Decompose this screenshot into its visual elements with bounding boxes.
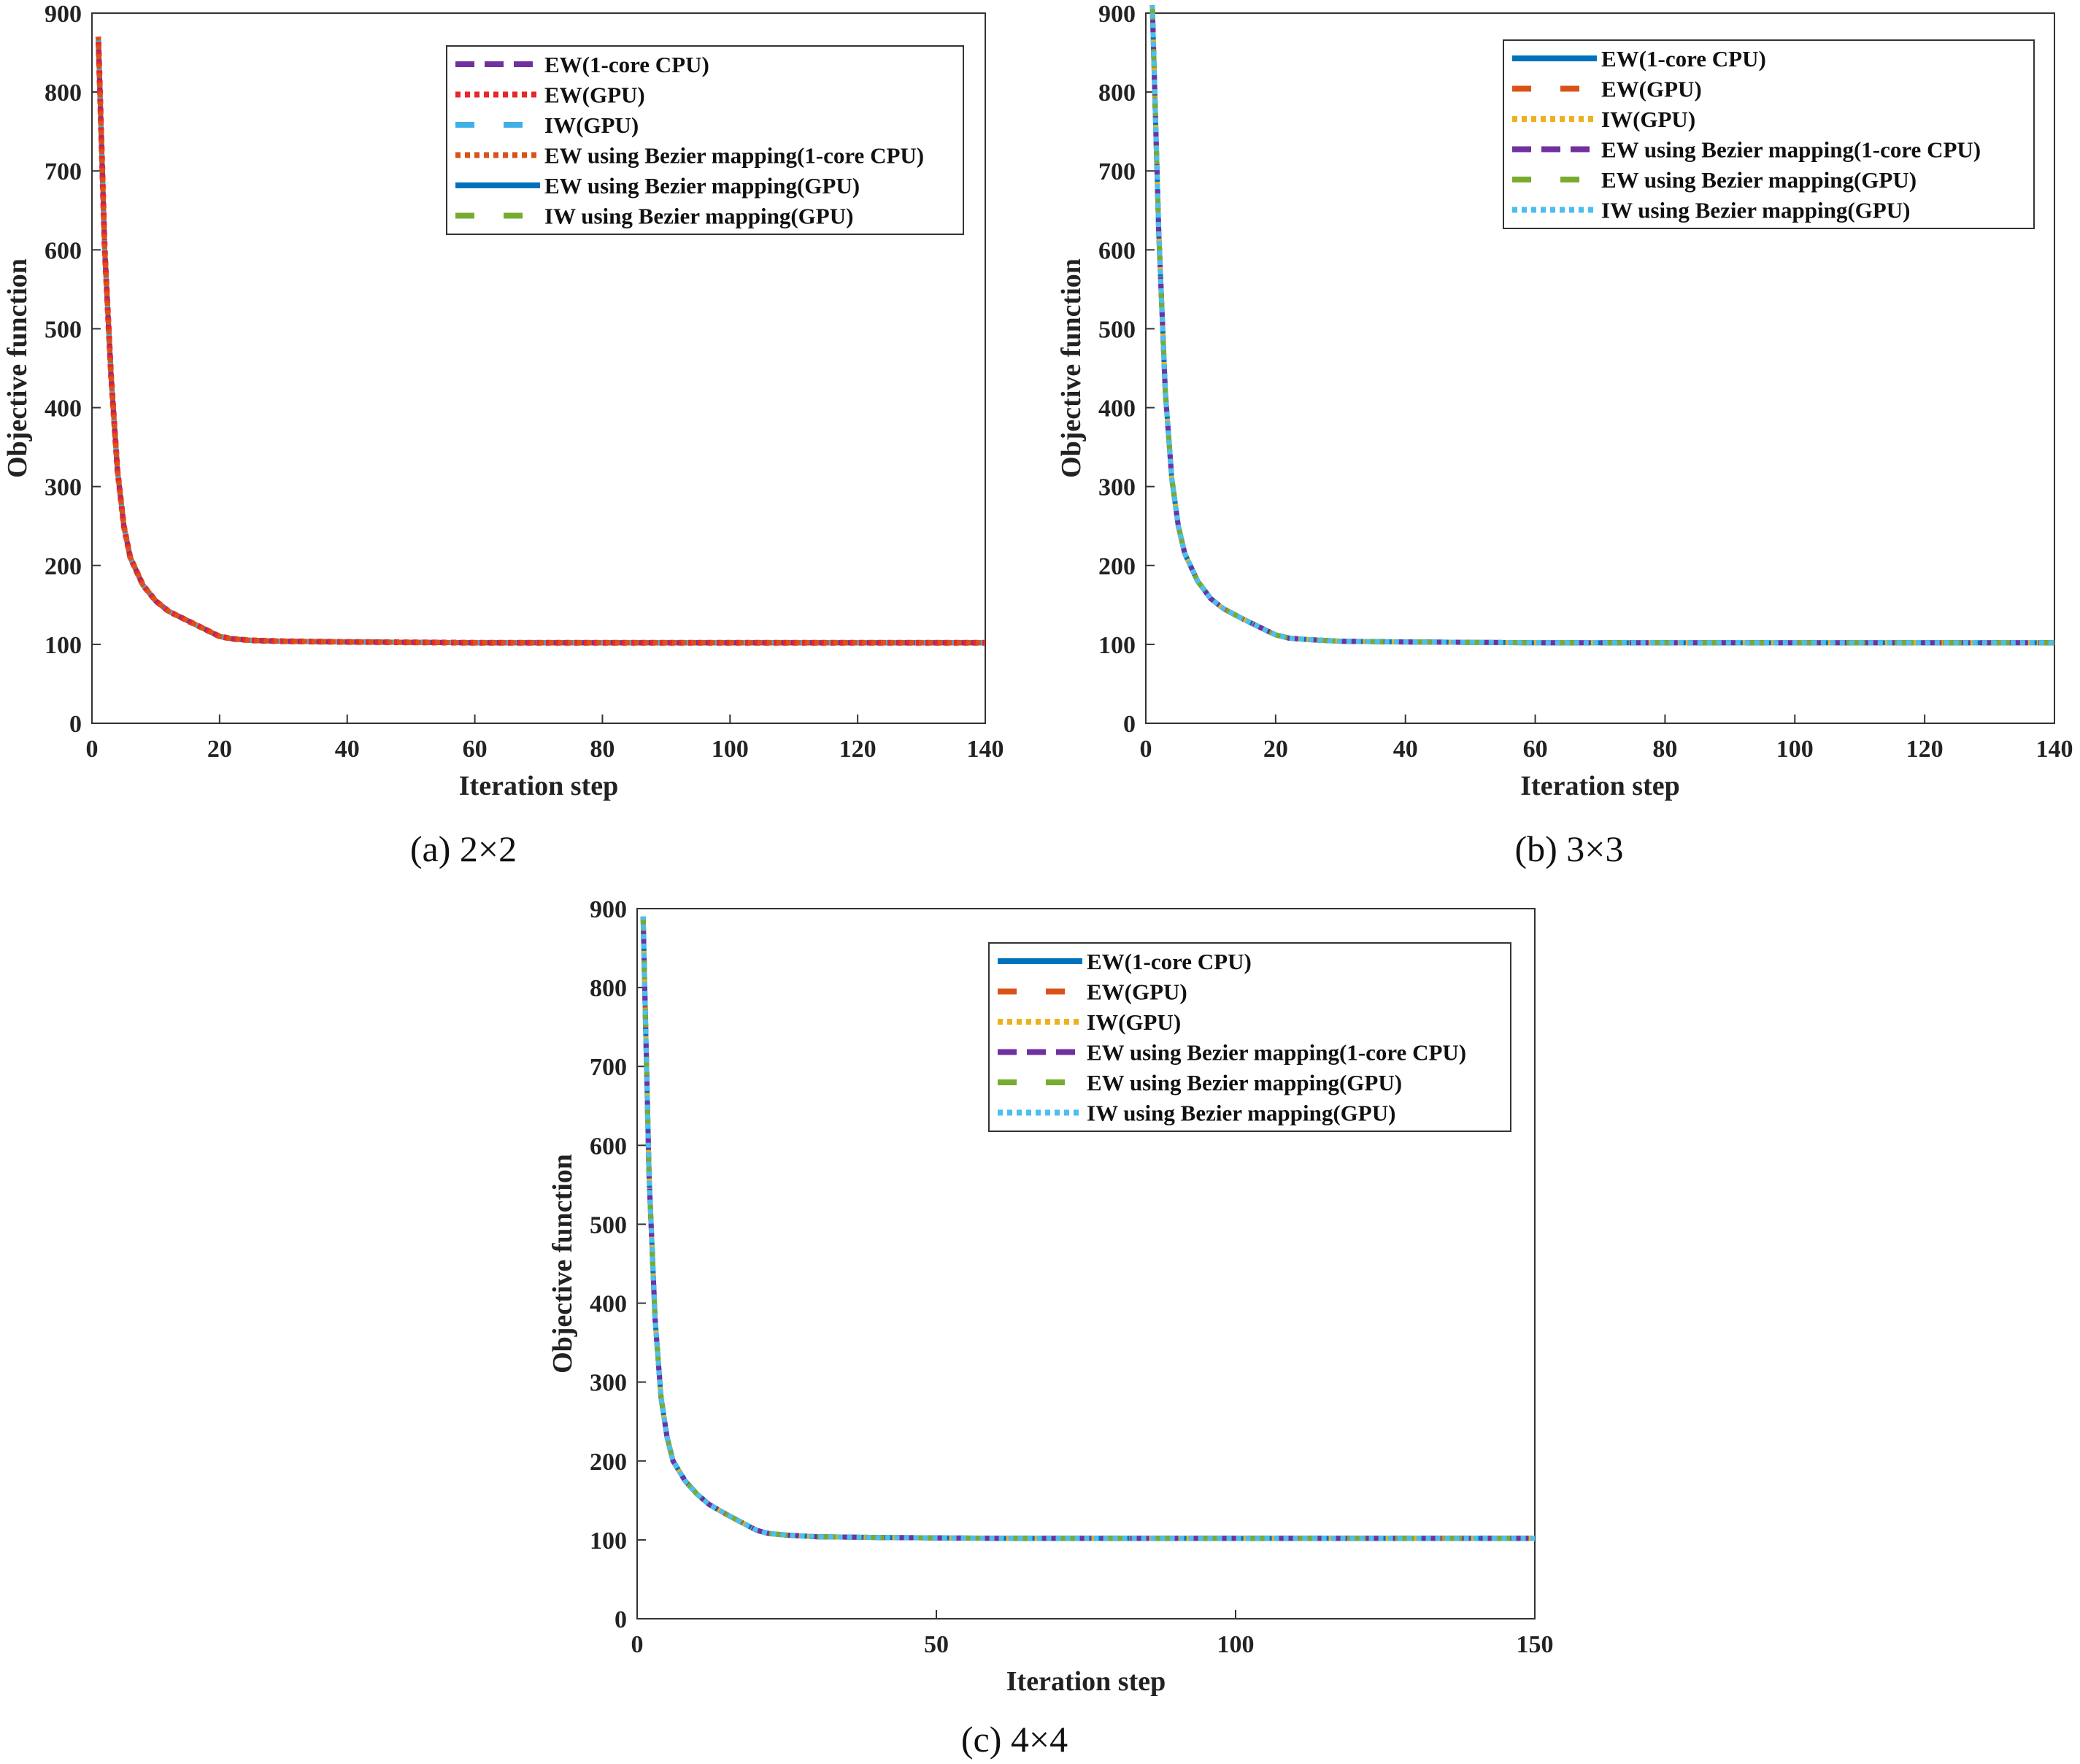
- y-tick-label: 400: [45, 396, 82, 423]
- legend-entry-1: EW(1-core CPU): [544, 52, 709, 77]
- y-tick-label: 900: [1098, 1, 1136, 28]
- legend-entry-5: EW using Bezier mapping(GPU): [1601, 167, 1917, 193]
- y-tick-label: 200: [45, 553, 82, 580]
- legend-box: [446, 45, 964, 235]
- y-tick-label: 100: [45, 632, 82, 659]
- chart-panel-c: 0 100 200 300 400 500 600 700 800 900 0 50 100 150 Ite…: [547, 896, 1554, 1760]
- x-tick-label: 50: [924, 1631, 949, 1658]
- y-tick-label: 100: [1098, 632, 1136, 659]
- legend-entry-3: IW(GPU): [544, 112, 639, 138]
- x-tick-label: 40: [335, 736, 360, 763]
- x-tick-label: 100: [1776, 736, 1814, 763]
- y-tick-label: 900: [45, 1, 82, 28]
- legend-entry-4: EW using Bezier mapping(1-core CPU): [1601, 137, 1981, 163]
- x-tick-label: 120: [1906, 736, 1944, 763]
- legend-entry-5: EW using Bezier mapping(GPU): [544, 173, 860, 199]
- legend-entry-6: IW using Bezier mapping(GPU): [1601, 198, 1910, 223]
- y-tick-label: 500: [45, 316, 82, 343]
- y-tick-label: 400: [590, 1291, 627, 1318]
- legend-entry-2: EW(GPU): [544, 82, 645, 108]
- panel-caption: (a) 2×2: [410, 828, 517, 869]
- y-tick-label: 300: [45, 474, 82, 501]
- legend-entry-6: IW using Bezier mapping(GPU): [1087, 1101, 1395, 1126]
- chart-panel-a: 0 100 200 300 400 500 600 700 800 900 0 20 40 60 80 100…: [2, 1, 1004, 869]
- series-line-4: [96, 36, 985, 646]
- y-tick-label: 300: [590, 1370, 627, 1397]
- y-tick-label: 300: [1098, 474, 1136, 501]
- legend-entry-1: EW(1-core CPU): [1601, 46, 1766, 72]
- y-tick-label: 500: [590, 1212, 627, 1239]
- x-tick-label: 40: [1393, 736, 1418, 763]
- y-tick-label: 0: [615, 1606, 627, 1633]
- y-tick-label: 600: [1098, 237, 1136, 264]
- x-tick-label: 20: [1263, 736, 1288, 763]
- x-tick-label: 20: [207, 736, 232, 763]
- legend-entry-4: EW using Bezier mapping(1-core CPU): [544, 143, 924, 169]
- chart-panel-b: 0 100 200 300 400 500 600 700 800 900 0 20 40 60 80 100…: [1056, 1, 2073, 869]
- panel-caption: (b) 3×3: [1515, 828, 1624, 869]
- x-axis-label: Iteration step: [1520, 771, 1679, 801]
- y-tick-label: 200: [1098, 553, 1136, 580]
- y-tick-label: 500: [1098, 316, 1136, 343]
- x-tick-label: 120: [839, 736, 877, 763]
- legend-entry-1: EW(1-core CPU): [1087, 949, 1252, 974]
- x-tick-label: 0: [1140, 736, 1152, 763]
- y-tick-label: 400: [1098, 396, 1136, 423]
- x-tick-label: 80: [1652, 736, 1677, 763]
- y-tick-label: 600: [45, 237, 82, 264]
- series-line-6: [640, 916, 1535, 1541]
- y-tick-label: 800: [45, 80, 82, 107]
- y-tick-label: 0: [1123, 711, 1136, 738]
- y-tick-label: 700: [45, 158, 82, 185]
- legend-entry-2: EW(GPU): [1087, 979, 1187, 1005]
- x-tick-label: 0: [631, 1631, 644, 1658]
- panel-caption: (c) 4×4: [961, 1719, 1068, 1760]
- x-tick-label: 100: [1217, 1631, 1255, 1658]
- x-tick-label: 140: [967, 736, 1004, 763]
- y-tick-label: 700: [590, 1054, 627, 1081]
- x-tick-label: 60: [1523, 736, 1548, 763]
- y-tick-label: 200: [590, 1449, 627, 1476]
- x-tick-label: 100: [712, 736, 749, 763]
- y-tick-label: 700: [1098, 158, 1136, 185]
- x-tick-label: 0: [86, 736, 99, 763]
- x-tick-label: 140: [2036, 736, 2073, 763]
- legend-entry-6: IW using Bezier mapping(GPU): [544, 204, 853, 229]
- legend-entry-2: EW(GPU): [1601, 77, 1702, 102]
- series-line-6: [1149, 5, 2054, 646]
- legend-box: [1503, 39, 2035, 229]
- y-tick-label: 100: [590, 1528, 627, 1555]
- y-tick-label: 0: [69, 711, 82, 738]
- x-tick-label: 60: [463, 736, 488, 763]
- x-axis-label: Iteration step: [459, 771, 618, 801]
- legend-entry-3: IW(GPU): [1087, 1009, 1181, 1035]
- x-tick-label: 150: [1517, 1631, 1554, 1658]
- y-tick-label: 600: [590, 1133, 627, 1160]
- x-tick-label: 80: [590, 736, 615, 763]
- y-axis-label: Objective function: [547, 1154, 578, 1374]
- legend-entry-3: IW(GPU): [1601, 107, 1695, 132]
- legend-box: [988, 942, 1511, 1132]
- y-axis-label: Objective function: [2, 258, 33, 478]
- y-tick-label: 800: [1098, 80, 1136, 107]
- legend-entry-4: EW using Bezier mapping(1-core CPU): [1087, 1040, 1466, 1066]
- x-axis-label: Iteration step: [1006, 1666, 1166, 1697]
- y-tick-label: 900: [590, 896, 627, 923]
- y-tick-label: 800: [590, 975, 627, 1002]
- legend-entry-5: EW using Bezier mapping(GPU): [1087, 1070, 1402, 1095]
- y-axis-label: Objective function: [1056, 258, 1087, 478]
